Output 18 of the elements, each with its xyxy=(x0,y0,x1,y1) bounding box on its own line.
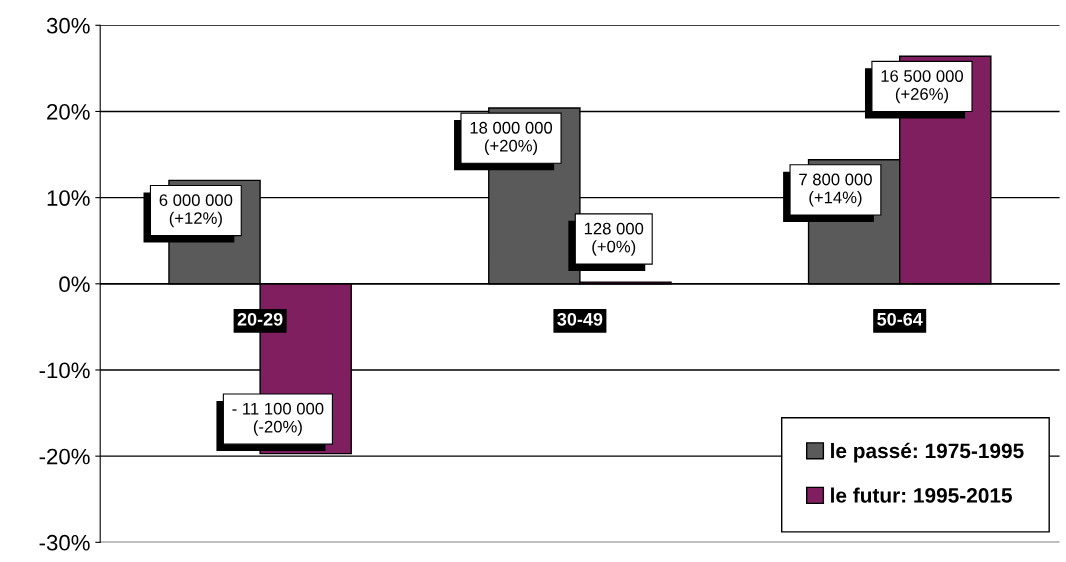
data-label: 18 000 000 (+20%) xyxy=(470,121,553,155)
y-tick-label: -10% xyxy=(39,362,90,379)
x-tick-label: 30-49 xyxy=(557,312,603,326)
legend-label: le passé: 1975-1995 xyxy=(831,442,1024,463)
y-tick-label: 30% xyxy=(46,17,90,34)
y-tick-label: 10% xyxy=(47,190,90,206)
y-tick-label: 20% xyxy=(47,104,90,120)
data-label: 7 800 000 (+14%) xyxy=(799,173,872,207)
data-label: 16 500 000 (+26%) xyxy=(881,70,964,104)
y-tick-label: 0% xyxy=(59,276,90,293)
y-tick-label: -30% xyxy=(39,534,90,551)
y-tick-label: -20% xyxy=(39,448,90,465)
data-label: - 11 100 000 (-20%) xyxy=(232,402,324,436)
legend-label: le futur: 1995-2015 xyxy=(831,487,1012,503)
x-tick-label: 50-64 xyxy=(877,312,923,326)
data-label: 128 000 (+0%) xyxy=(584,222,644,256)
x-tick-label: 20-29 xyxy=(237,312,283,326)
data-label: 6 000 000 (+12%) xyxy=(159,194,233,228)
